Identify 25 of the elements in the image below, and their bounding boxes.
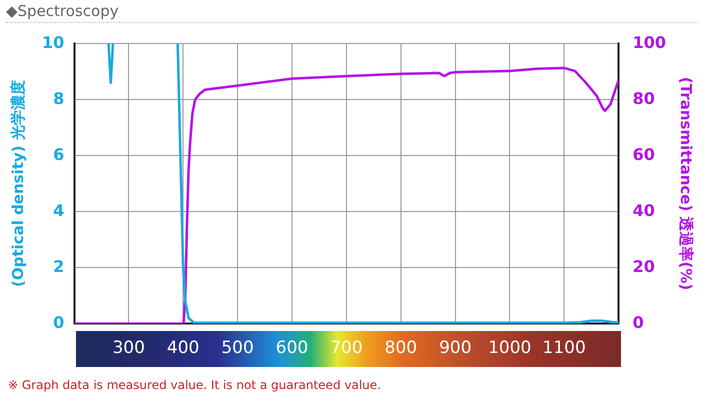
y-tick-label: 0 — [53, 312, 64, 332]
x-tick-label: 700 — [330, 338, 363, 358]
x-tick-label: 300 — [112, 338, 145, 358]
y-axis-title: (Optical density) 光学濃度 — [8, 80, 27, 287]
x-tick-label: 400 — [166, 338, 200, 358]
chart-title: ◆Spectroscopy — [6, 2, 698, 23]
y2-tick-label: 100 — [632, 32, 666, 52]
x-tick-label: 1100 — [542, 338, 586, 358]
y2-axis-title: (Transmittance) 透過率(%) — [677, 76, 696, 290]
x-tick-label: 1000 — [488, 338, 532, 358]
y-tick-label: 2 — [53, 256, 64, 276]
x-tick-label: 800 — [384, 338, 418, 358]
y2-tick-label: 60 — [632, 144, 655, 164]
y-tick-label: 6 — [53, 144, 64, 164]
x-tick-label: 900 — [439, 338, 472, 358]
text: ※ Graph data is measured value. It is not a guaranteed value. — [8, 378, 381, 392]
x-tick-label: 600 — [276, 338, 308, 358]
y2-tick-label: 20 — [632, 256, 655, 276]
y-tick-label: 8 — [53, 88, 64, 108]
y2-tick-label: 0 — [632, 312, 644, 332]
y2-tick-label: 40 — [632, 200, 655, 220]
y2-tick-label: 80 — [632, 88, 655, 108]
y-tick-label: 4 — [53, 200, 64, 220]
x-tick-label: 500 — [221, 338, 254, 358]
y-tick-label: 10 — [42, 32, 64, 52]
